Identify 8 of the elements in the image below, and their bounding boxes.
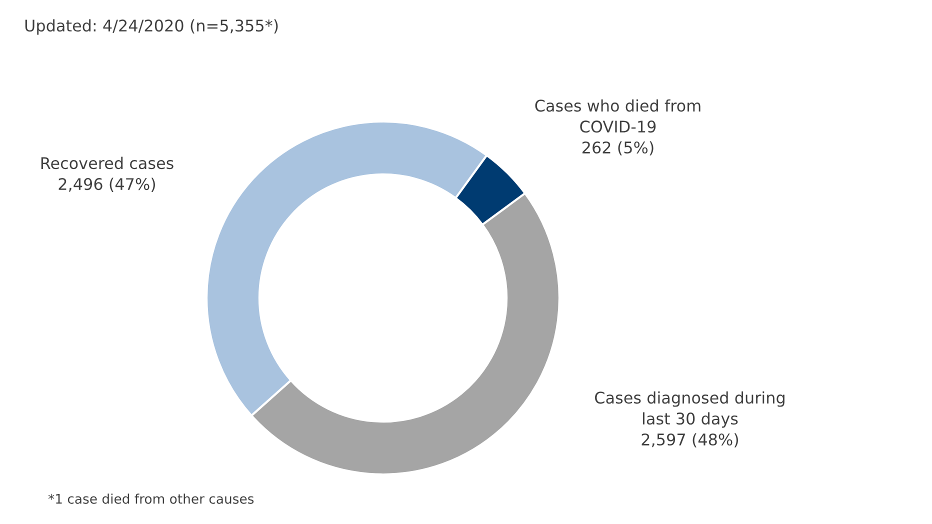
data-label: 262 (5%) xyxy=(582,141,654,156)
data-label: 2,496 (47%) xyxy=(58,178,156,192)
data-label: 2,597 (48%) xyxy=(642,433,738,448)
slice-label: Recovered cases xyxy=(41,156,174,170)
text: *1 case died from other causes xyxy=(48,494,254,504)
chart-title: Updated: 4/24/2020 (n=5,355*) xyxy=(25,19,278,35)
slice-label: Cases who died from COVID-19 xyxy=(535,99,700,133)
slice-label: Cases diagnosed during last 30 days xyxy=(595,391,784,428)
